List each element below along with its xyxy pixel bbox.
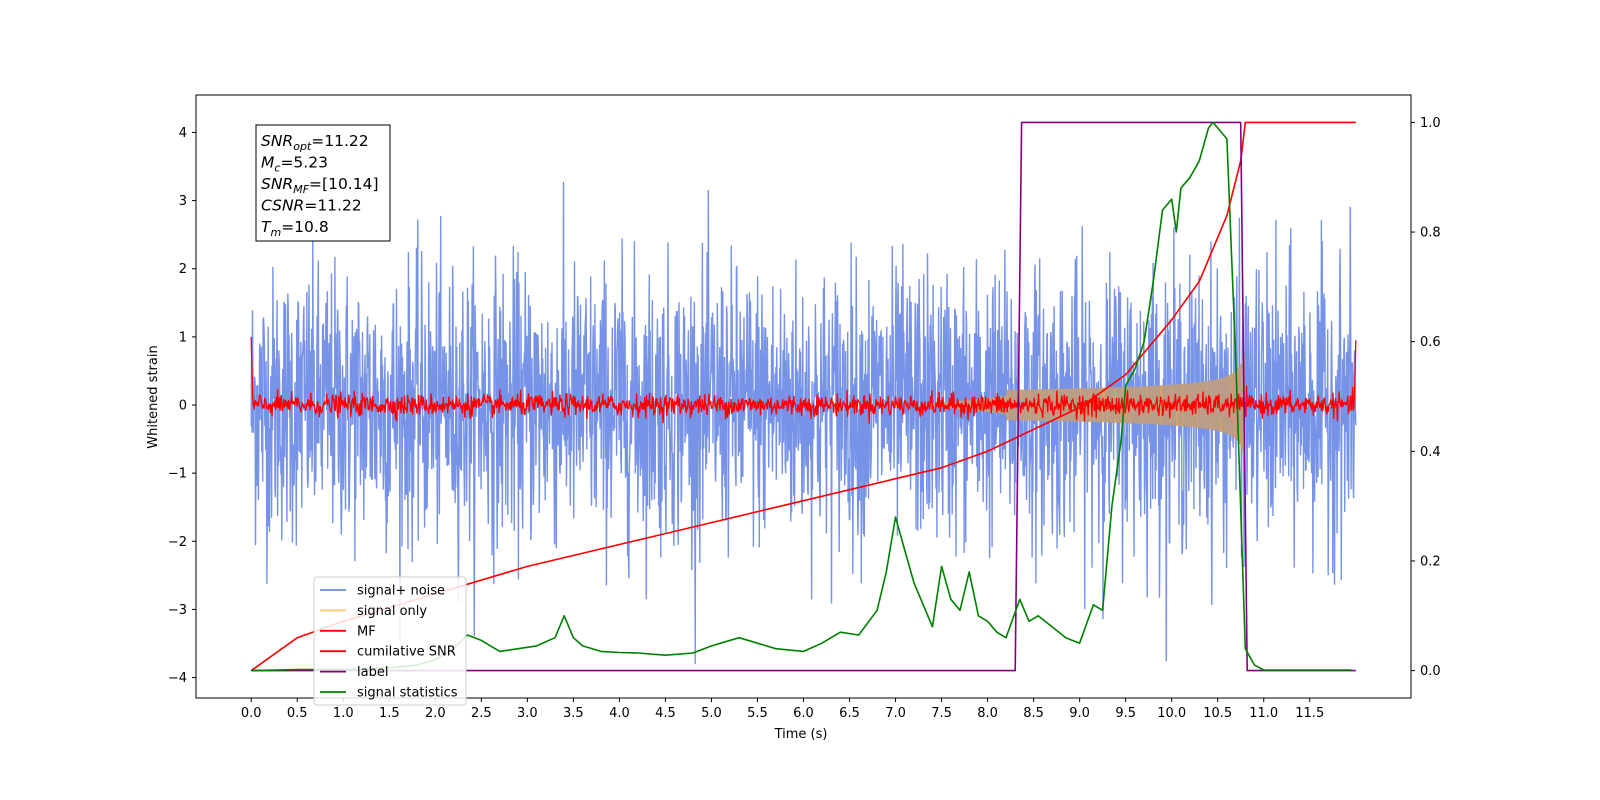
x-tick-label: 5.5 (747, 706, 768, 721)
x-tick-label: 4.0 (609, 706, 630, 721)
y-tick-label: 1 (179, 330, 187, 345)
x-tick-label: 0.0 (241, 706, 262, 721)
x-tick-label: 2.5 (471, 706, 492, 721)
legend-label: label (357, 665, 388, 680)
x-tick-label: 1.5 (379, 706, 400, 721)
x-tick-label: 6.0 (793, 706, 814, 721)
x-tick-label: 9.5 (1115, 706, 1136, 721)
legend-label: signal+ noise (357, 584, 445, 599)
legend-label: signal statistics (357, 686, 458, 701)
y2-tick-label: 0.2 (1420, 554, 1441, 569)
info-line: SNRopt=11.22 (261, 132, 369, 153)
y2-tick-label: 0.0 (1420, 664, 1441, 679)
x-tick-label: 9.0 (1069, 706, 1090, 721)
y-tick-label: −3 (168, 603, 187, 618)
y-tick-label: 2 (179, 262, 187, 277)
mf-line (250, 336, 1357, 424)
x-tick-label: 8.5 (1023, 706, 1044, 721)
y2-tick-label: 1.0 (1420, 116, 1441, 131)
x-tick-label: 7.5 (931, 706, 952, 721)
legend: signal+ noise signal only MF cumilative SNR… (313, 576, 467, 706)
x-tick-label: 0.5 (287, 706, 308, 721)
mf-series (250, 336, 1357, 424)
info-line: Mc=5.23 (261, 154, 328, 175)
info-line: CSNR=11.22 (261, 197, 362, 215)
y-tick-label: 3 (179, 194, 187, 209)
info-box: SNRopt=11.22Mc=5.23SNRMF=[10.14]CSNR=11.… (255, 124, 391, 242)
x-tick-label: 4.5 (655, 706, 676, 721)
y2-tick-label: 0.6 (1420, 335, 1441, 350)
signal-statistics-series (251, 121, 1352, 672)
y-tick-label: −1 (168, 467, 187, 482)
y-tick-label: 4 (179, 126, 187, 141)
info-line: SNRMF=[10.14] (261, 175, 379, 196)
signal-plus-noise-series (250, 181, 1357, 664)
y2-axis-ticks: 1.0 0.8 0.6 0.4 0.2 0.0 (1411, 116, 1441, 679)
x-tick-label: 3.0 (517, 706, 538, 721)
signal-plus-noise-line (250, 181, 1357, 664)
y2-tick-label: 0.4 (1420, 445, 1441, 460)
y-tick-label: −2 (168, 535, 187, 550)
x-tick-label: 2.0 (425, 706, 446, 721)
x-tick-label: 6.5 (839, 706, 860, 721)
x-tick-label: 10.5 (1203, 706, 1232, 721)
x-tick-label: 11.0 (1249, 706, 1278, 721)
x-tick-label: 3.5 (563, 706, 584, 721)
info-line: Tm=10.8 (261, 218, 329, 239)
legend-label: MF (357, 624, 376, 639)
y-tick-label: −4 (168, 671, 187, 686)
x-tick-label: 1.0 (333, 706, 354, 721)
x-axis-ticks: 0.0 0.5 1.0 1.5 2.0 2.5 3.0 3.5 4.0 4.5 5.0 5.5 6.0 6… (241, 698, 1324, 721)
signal-statistics-line (251, 121, 1352, 672)
x-axis-label: Time (s) (774, 727, 828, 742)
y-tick-label: 0 (179, 399, 187, 414)
x-tick-label: 5.0 (701, 706, 722, 721)
y-axis-ticks: 4 3 2 1 0 −1 −2 −3 −4 (168, 126, 196, 686)
y-axis-label: Whitened strain (146, 345, 161, 448)
x-tick-label: 11.5 (1295, 706, 1324, 721)
x-tick-label: 10.0 (1157, 706, 1186, 721)
x-tick-label: 7.0 (885, 706, 906, 721)
legend-label: cumilative SNR (357, 645, 456, 660)
y2-tick-label: 0.8 (1420, 226, 1441, 241)
x-tick-label: 8.0 (977, 706, 998, 721)
legend-label: signal only (357, 604, 427, 619)
